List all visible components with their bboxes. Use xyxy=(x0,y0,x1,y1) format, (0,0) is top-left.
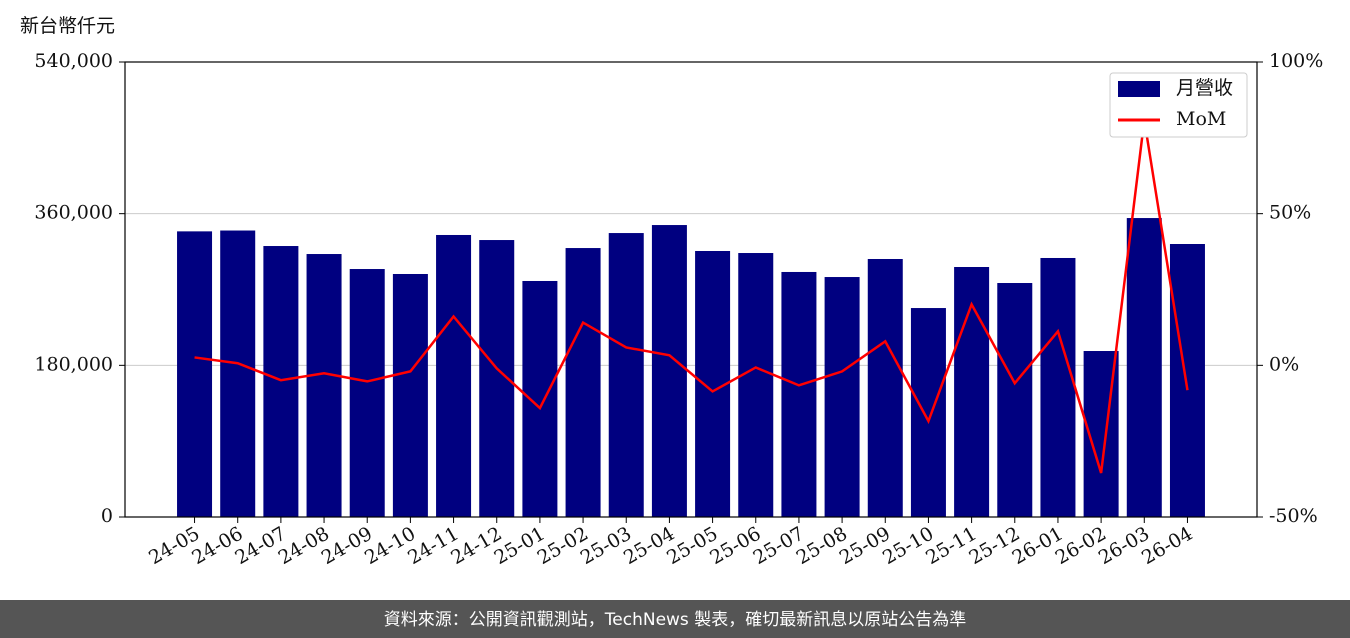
bar xyxy=(651,225,687,517)
bar xyxy=(910,308,946,517)
mom-line xyxy=(194,119,1189,474)
bar xyxy=(522,280,558,517)
bar xyxy=(738,253,774,517)
bar xyxy=(824,277,860,517)
footer-band xyxy=(0,600,1350,638)
legend-label: 月營收 xyxy=(1176,77,1233,99)
bar xyxy=(436,234,472,517)
bar xyxy=(565,248,601,518)
y-tick-label: 360,000 xyxy=(34,202,113,224)
y2-tick-label: -50% xyxy=(1269,505,1318,527)
y-tick-label: 0 xyxy=(101,505,113,527)
y2-tick-label: 100% xyxy=(1269,50,1323,72)
bar xyxy=(177,231,213,517)
y2-tick-label: 50% xyxy=(1269,202,1311,224)
bar xyxy=(1169,244,1205,517)
legend-swatch xyxy=(1118,81,1160,97)
bar xyxy=(1126,218,1162,517)
y-tick-label: 540,000 xyxy=(34,50,113,72)
bar xyxy=(867,258,903,517)
bar xyxy=(997,283,1033,517)
plot-frame xyxy=(124,61,1258,518)
y2-tick-label: 0% xyxy=(1269,353,1299,375)
bar xyxy=(954,267,990,517)
bar xyxy=(781,271,817,517)
y-tick-label: 180,000 xyxy=(34,353,113,375)
bar xyxy=(263,246,299,517)
bar xyxy=(1040,257,1076,517)
bar xyxy=(608,233,644,517)
bar xyxy=(392,273,428,517)
source-note: 資料來源：公開資訊觀測站，TechNews 製表，確切最新訊息以原站公告為準 xyxy=(384,610,966,630)
bar xyxy=(220,230,256,517)
bar xyxy=(349,269,385,517)
y-axis-label: 新台幣仟元 xyxy=(20,15,115,37)
x-tick-label: 26-04 xyxy=(1138,523,1196,569)
bar xyxy=(306,254,342,517)
legend-label: MoM xyxy=(1176,108,1226,130)
